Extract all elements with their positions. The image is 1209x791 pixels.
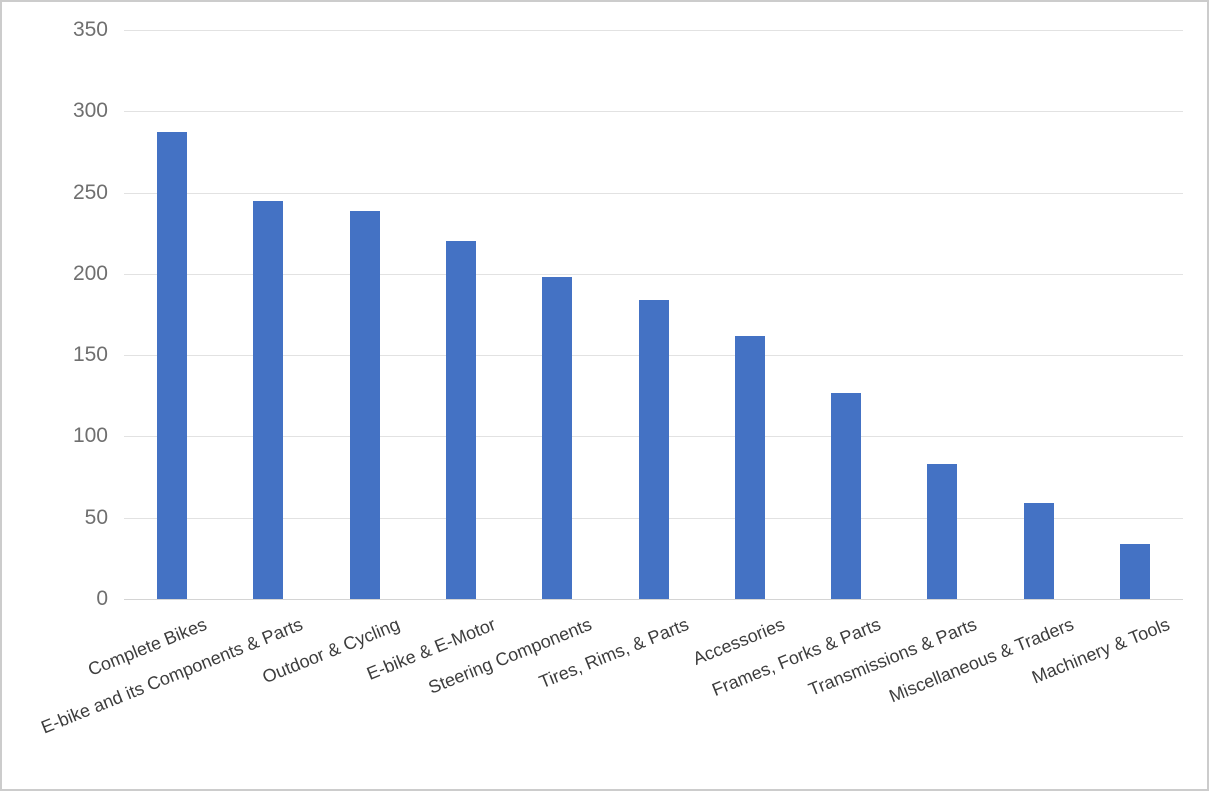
gridline (124, 273, 1183, 275)
y-tick-label: 200 (72, 261, 108, 285)
axis-baseline (124, 599, 1183, 600)
y-tick-label: 350 (72, 18, 108, 41)
y-tick-label: 250 (72, 180, 108, 204)
gridline (124, 111, 1183, 113)
bar (157, 132, 188, 599)
bar (831, 392, 862, 599)
gridline (124, 30, 1183, 31)
bar (253, 200, 284, 599)
bar (445, 241, 476, 599)
bar (1119, 543, 1150, 599)
y-tick-label: 0 (96, 587, 108, 610)
bar (1023, 503, 1054, 599)
bar (927, 464, 958, 599)
bar (638, 299, 669, 599)
y-tick-label: 100 (72, 424, 108, 448)
y-tick-label: 150 (72, 343, 108, 367)
y-tick-label: 300 (72, 99, 108, 123)
gridline (124, 192, 1183, 194)
bar (542, 277, 573, 599)
y-tick-label: 50 (84, 505, 108, 529)
bar (349, 210, 380, 599)
bar (734, 335, 765, 599)
plot-area (124, 30, 1183, 600)
